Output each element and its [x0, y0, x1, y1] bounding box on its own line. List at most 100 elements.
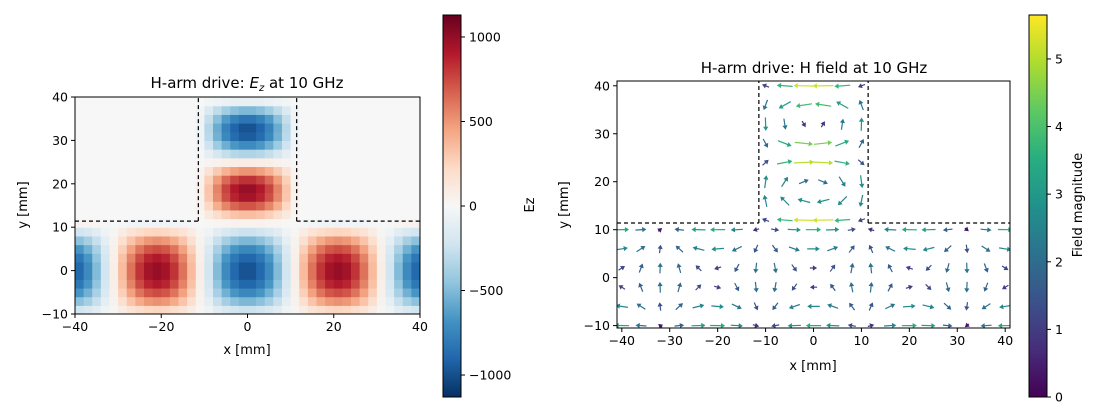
y-tick-label: 20 — [594, 174, 610, 189]
heatmap-cell — [411, 157, 420, 168]
field-arrow — [964, 302, 970, 311]
heatmap-cell — [75, 123, 85, 133]
heatmap-cell — [152, 157, 162, 168]
heatmap-cell — [161, 227, 171, 237]
heatmap-cell — [394, 140, 404, 150]
heatmap-cell — [75, 209, 85, 220]
y-tick-label: 30 — [52, 133, 68, 148]
heatmap-cell — [83, 140, 93, 150]
heatmap-cell — [359, 227, 369, 237]
heatmap-cell — [342, 131, 352, 141]
heatmap-cell — [109, 123, 119, 133]
heatmap-cell — [238, 105, 249, 115]
heatmap-cell — [221, 131, 231, 141]
heatmap-cell — [273, 183, 283, 194]
heatmap-cell — [282, 201, 292, 211]
heatmap-cell — [238, 97, 249, 107]
heatmap-cell — [316, 227, 326, 237]
heatmap-cell — [402, 105, 412, 115]
heatmap-cell — [264, 183, 274, 194]
field-arrow — [857, 83, 866, 89]
left-x-ticks: −40 −20 0 20 40 — [62, 314, 428, 334]
field-arrow — [807, 303, 820, 309]
heatmap-cell — [213, 296, 223, 306]
heatmap-cell — [376, 175, 387, 185]
heatmap-cell — [152, 114, 162, 124]
heatmap-cell — [325, 166, 335, 176]
heatmap-cell — [299, 123, 309, 133]
heatmap-cell — [118, 253, 128, 263]
heatmap-cell — [247, 253, 257, 263]
right-plot-background — [617, 81, 1010, 328]
heatmap-cell — [247, 261, 257, 272]
heatmap-cell — [169, 218, 180, 228]
heatmap-cell — [342, 253, 352, 263]
heatmap-cell — [402, 123, 412, 133]
heatmap-cell — [204, 175, 214, 185]
heatmap-cell — [247, 201, 257, 211]
heatmap-cell — [92, 261, 102, 272]
heatmap-cell — [264, 201, 274, 211]
heatmap-cell — [316, 279, 326, 289]
heatmap-cell — [282, 305, 292, 314]
heatmap-cell — [92, 131, 102, 141]
heatmap-cell — [307, 305, 318, 314]
heatmap-cell — [144, 287, 154, 298]
heatmap-cell — [92, 279, 102, 289]
heatmap-cell — [290, 287, 300, 298]
heatmap-cell — [195, 131, 205, 141]
heatmap-cell — [273, 166, 283, 176]
field-arrow — [836, 101, 849, 109]
heatmap-cell — [325, 192, 335, 202]
heatmap-cell — [213, 105, 223, 115]
heatmap-cell — [92, 244, 102, 254]
heatmap-cell — [402, 253, 412, 263]
heatmap-cell — [213, 305, 223, 314]
heatmap-cell — [161, 201, 171, 211]
heatmap-cell — [342, 175, 352, 185]
heatmap-cell — [256, 218, 266, 228]
heatmap-cell — [221, 261, 231, 272]
heatmap-cell — [385, 149, 395, 159]
left-colorbar-label: Ez — [523, 197, 538, 212]
heatmap-cell — [230, 209, 240, 220]
heatmap-cell — [109, 305, 119, 314]
heatmap-cell — [195, 253, 205, 263]
heatmap-cell — [178, 296, 188, 306]
field-arrow — [763, 175, 769, 189]
heatmap-cell — [290, 105, 300, 115]
heatmap-cell — [118, 227, 128, 237]
heatmap-cell — [118, 192, 128, 202]
heatmap-cell — [144, 270, 154, 280]
heatmap-cell — [204, 253, 214, 263]
heatmap-cell — [376, 131, 387, 141]
field-arrow — [782, 118, 788, 130]
field-arrow — [857, 159, 865, 166]
heatmap-cell — [100, 140, 111, 150]
colorbar-tick-label: 1000 — [469, 29, 501, 44]
field-arrow — [829, 264, 836, 272]
heatmap-cell — [83, 261, 93, 272]
heatmap-cell — [100, 201, 111, 211]
heatmap-cell — [290, 175, 300, 185]
field-arrow — [762, 217, 770, 223]
heatmap-cell — [169, 279, 180, 289]
field-arrow — [617, 322, 630, 328]
heatmap-cell — [195, 201, 205, 211]
field-arrow — [887, 264, 893, 273]
heatmap-cell — [75, 97, 85, 107]
heatmap-cell — [238, 287, 249, 298]
heatmap-cell — [273, 131, 283, 141]
heatmap-cell — [282, 218, 292, 228]
heatmap-cell — [394, 149, 404, 159]
heatmap-cell — [144, 192, 154, 202]
heatmap-cell — [351, 97, 361, 107]
heatmap-cell — [385, 244, 395, 254]
heatmap-cell — [126, 244, 136, 254]
heatmap-cell — [92, 157, 102, 168]
heatmap-cell — [195, 97, 205, 107]
heatmap-cell — [152, 296, 162, 306]
heatmap-cell — [290, 157, 300, 168]
heatmap-cell — [333, 149, 343, 159]
heatmap-cell — [342, 261, 352, 272]
